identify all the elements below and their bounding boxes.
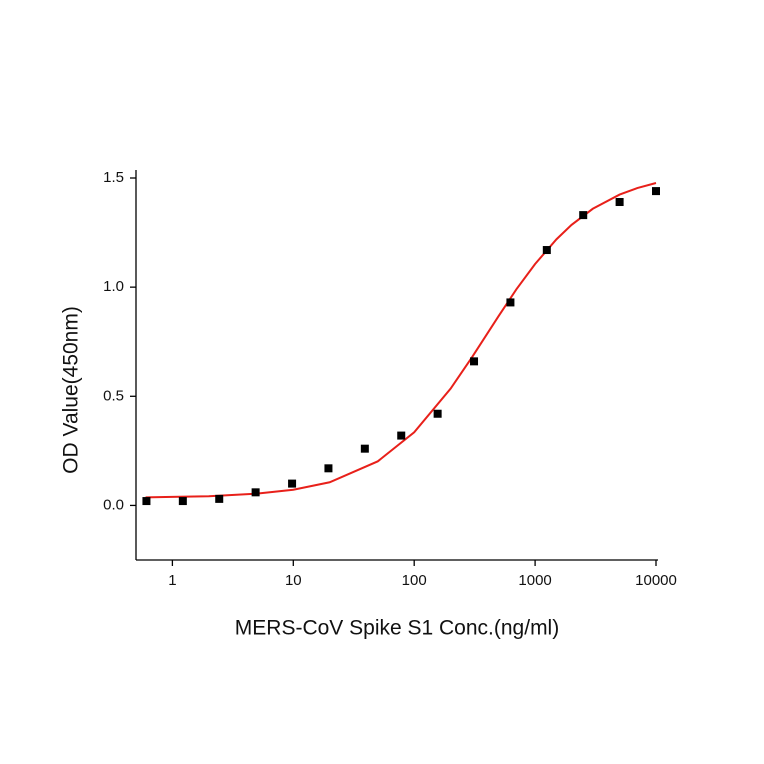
fit-curve xyxy=(145,182,657,499)
y-axis-title: OD Value(450nm) xyxy=(60,306,83,474)
data-point xyxy=(433,409,442,418)
x-tick-label: 1 xyxy=(168,572,176,589)
data-point xyxy=(397,431,406,440)
x-tick-label: 1000 xyxy=(518,572,551,589)
data-point xyxy=(142,497,151,506)
data-point xyxy=(615,198,624,207)
data-point xyxy=(579,211,588,220)
data-point xyxy=(470,357,479,366)
y-tick-label: 0.0 xyxy=(103,496,124,513)
data-point xyxy=(324,464,333,473)
data-point xyxy=(178,497,187,506)
data-point xyxy=(652,187,660,196)
x-axis-title: MERS-CoV Spike S1 Conc.(ng/ml) xyxy=(235,617,559,640)
data-point xyxy=(506,298,515,307)
y-tick-label: 0.5 xyxy=(103,387,124,404)
x-tick-label: 10 xyxy=(285,572,302,589)
x-tick-label: 100 xyxy=(402,572,427,589)
data-point xyxy=(215,494,224,503)
data-point xyxy=(542,246,551,255)
data-point xyxy=(288,479,297,488)
x-tick-label: 10000 xyxy=(635,572,677,589)
y-tick-label: 1.0 xyxy=(103,278,124,295)
y-tick-label: 1.5 xyxy=(103,169,124,186)
data-point xyxy=(251,488,260,497)
data-point xyxy=(360,444,369,453)
